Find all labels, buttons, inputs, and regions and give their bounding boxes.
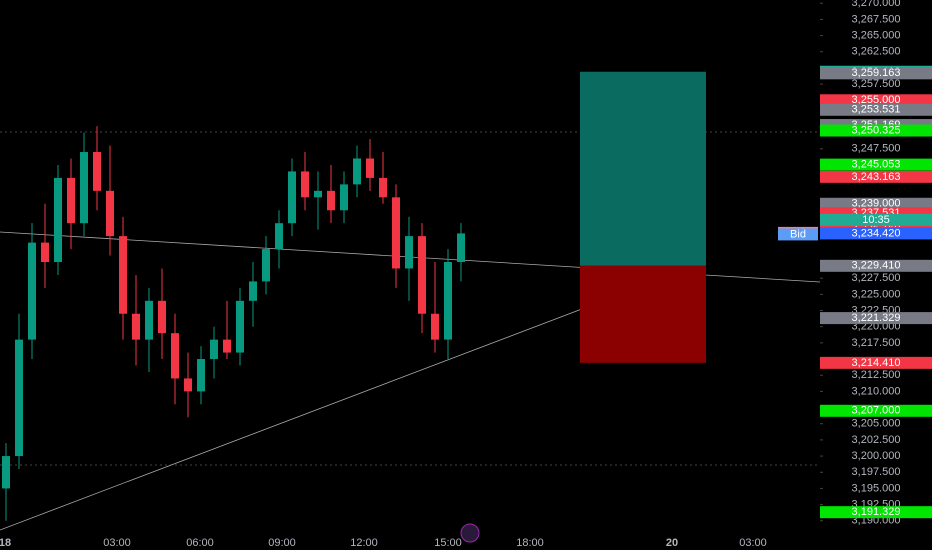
- y-tick-label: 3,270.000: [852, 0, 901, 9]
- candle-body: [262, 249, 270, 282]
- candle-body: [405, 236, 413, 269]
- candle-body: [379, 177, 387, 198]
- price-tag-label: 3,239.000: [852, 198, 901, 210]
- y-tick-label: 3,225.000: [852, 288, 901, 300]
- candle-body: [210, 339, 218, 360]
- candle-body: [93, 152, 101, 191]
- candle-body: [457, 233, 465, 263]
- x-tick-label: 20: [666, 537, 678, 549]
- y-tick-label: 3,202.500: [852, 434, 901, 446]
- x-tick-label: 18:00: [516, 537, 544, 549]
- price-tag: [820, 158, 932, 171]
- x-tick-label: 03:00: [103, 537, 131, 549]
- countdown-box: [820, 213, 932, 226]
- candle-body: [301, 171, 309, 198]
- candle-body: [158, 300, 166, 334]
- bid-box: [778, 228, 818, 241]
- price-tag-label: 3,253.531: [852, 104, 901, 116]
- candle-body: [444, 262, 452, 340]
- x-tick-label: 03:00: [739, 537, 767, 549]
- candle-body: [366, 158, 374, 178]
- price-tag: [820, 259, 932, 272]
- price-tag: [820, 103, 932, 116]
- candle-body: [392, 197, 400, 269]
- candle-body: [249, 281, 257, 301]
- price-tag: [820, 170, 932, 183]
- y-tick-label: 3,205.000: [852, 418, 901, 430]
- profit-zone[interactable]: [580, 71, 706, 266]
- candle-body: [171, 333, 179, 379]
- x-tick-label: 12:00: [350, 537, 378, 549]
- trend-line: [0, 284, 646, 531]
- price-tag: [820, 506, 932, 519]
- y-tick-label: 3,195.000: [852, 482, 901, 494]
- price-tag-label: 3,234.420: [852, 227, 901, 239]
- y-tick-label: 3,217.500: [852, 337, 901, 349]
- price-axis: [820, 0, 932, 550]
- price-tag: [820, 356, 932, 369]
- candle-body: [236, 300, 244, 353]
- candle-body: [314, 190, 322, 198]
- candle-body: [184, 378, 192, 392]
- y-tick-label: 3,210.000: [852, 385, 901, 397]
- candle-body: [223, 339, 231, 353]
- price-tag-label: 3,243.163: [852, 171, 901, 183]
- price-tag-label: 3,250.325: [852, 124, 901, 136]
- x-tick-label: 09:00: [268, 537, 296, 549]
- price-tag-label: 3,221.329: [852, 312, 901, 324]
- x-tick-label: 06:00: [186, 537, 214, 549]
- y-tick-label: 3,227.500: [852, 272, 901, 284]
- price-tag: [820, 312, 932, 325]
- price-tag: [820, 197, 932, 210]
- price-tag: [820, 94, 932, 107]
- y-tick-label: 3,267.500: [852, 13, 901, 25]
- candle-body: [132, 313, 140, 340]
- candle-body: [275, 223, 283, 250]
- candle-body: [80, 152, 88, 224]
- y-tick-label: 3,262.500: [852, 46, 901, 58]
- price-tag: [820, 404, 932, 417]
- candle-body: [327, 190, 335, 211]
- price-tag-label: 3,259.163: [852, 67, 901, 79]
- y-tick-label: 3,212.500: [852, 369, 901, 381]
- y-tick-label: 3,247.500: [852, 143, 901, 155]
- candle-body: [340, 184, 348, 211]
- price-tag-label: 3,191.329: [852, 506, 901, 518]
- candle-body: [28, 242, 36, 340]
- candle-body: [119, 236, 127, 314]
- price-tag-label: 3,255.000: [852, 94, 901, 106]
- candle-body: [197, 359, 205, 392]
- y-tick-label: 3,257.500: [852, 78, 901, 90]
- loss-zone[interactable]: [580, 265, 706, 363]
- y-tick-label: 3,197.500: [852, 466, 901, 478]
- bid-label: Bid: [790, 228, 806, 240]
- candle-body: [288, 171, 296, 224]
- candle-body: [145, 300, 153, 340]
- price-tag-label: 3,207.000: [852, 405, 901, 417]
- candle-body: [54, 177, 62, 263]
- price-tag: [820, 124, 932, 137]
- x-tick-label: 18: [0, 537, 11, 549]
- candle-body: [2, 456, 10, 489]
- candle-body: [431, 313, 439, 340]
- candle-body: [15, 339, 23, 457]
- event-icon[interactable]: [460, 523, 480, 543]
- price-tag: [820, 227, 932, 240]
- price-tag-label: 3,245.053: [852, 159, 901, 171]
- price-tag-label: 3,214.410: [852, 357, 901, 369]
- candle-body: [353, 158, 361, 185]
- candle-body: [418, 236, 426, 314]
- candle-body: [67, 177, 75, 224]
- price-tag-label: 3,229.410: [852, 260, 901, 272]
- candle-body: [106, 190, 114, 237]
- x-tick-label: 15:00: [434, 537, 462, 549]
- countdown: 10:35: [862, 214, 890, 226]
- y-tick-label: 3,265.000: [852, 29, 901, 41]
- y-tick-label: 3,200.000: [852, 450, 901, 462]
- candle-body: [41, 242, 49, 263]
- price-tag: [820, 67, 932, 80]
